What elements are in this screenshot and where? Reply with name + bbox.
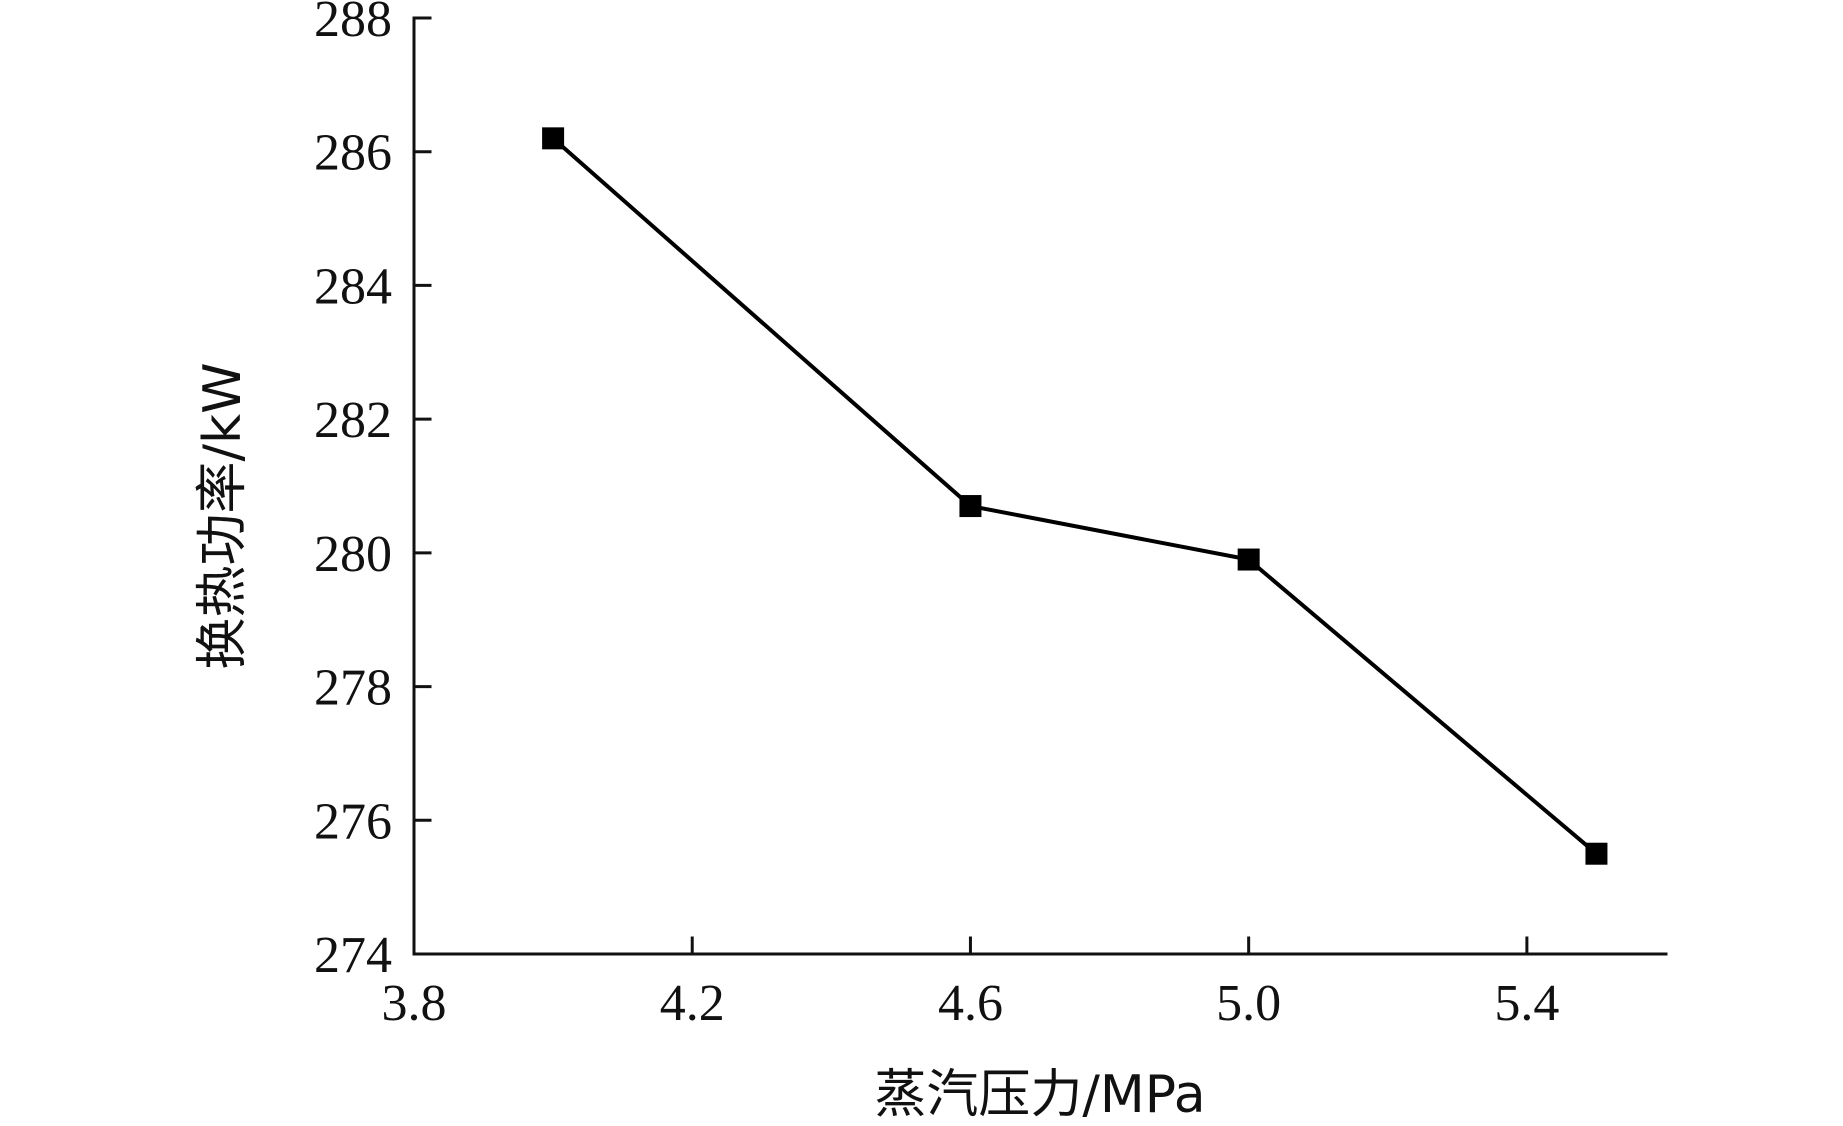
x-tick-label: 5.0 <box>1216 975 1281 1032</box>
x-tick-label: 3.8 <box>382 975 447 1032</box>
series-line <box>551 136 1598 856</box>
axes <box>412 16 1668 956</box>
y-tick-label: 284 <box>314 258 392 315</box>
data-point-marker <box>1585 842 1608 865</box>
y-axis-title: 换热功率/kW <box>193 362 253 669</box>
y-ticks: 274 276 278 280 282 284 286 288 <box>314 0 432 984</box>
x-ticks: 3.8 4.2 4.6 5.0 5.4 <box>382 936 1559 1032</box>
data-point-marker <box>542 127 565 150</box>
x-tick-label: 5.4 <box>1494 975 1559 1032</box>
x-tick-label: 4.2 <box>660 975 725 1032</box>
data-point-marker <box>959 495 982 518</box>
y-tick-label: 282 <box>314 392 392 449</box>
x-axis-title: 蒸汽压力/MPa <box>874 1065 1205 1125</box>
series-layer <box>542 127 1608 865</box>
x-tick-label: 4.6 <box>938 975 1003 1032</box>
y-tick-label: 276 <box>314 793 392 850</box>
data-point-marker <box>1237 548 1260 571</box>
y-tick-label: 280 <box>314 526 392 583</box>
y-tick-label: 286 <box>314 125 392 182</box>
y-tick-label: 274 <box>314 927 392 984</box>
y-tick-label: 278 <box>314 660 392 717</box>
y-tick-label: 288 <box>314 0 392 48</box>
